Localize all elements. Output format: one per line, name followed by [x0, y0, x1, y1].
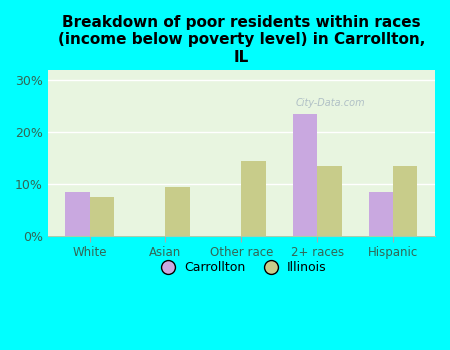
Bar: [166, 187, 190, 236]
Bar: [90, 197, 114, 236]
Bar: [241, 161, 266, 236]
Title: Breakdown of poor residents within races
(income below poverty level) in Carroll: Breakdown of poor residents within races…: [58, 15, 425, 65]
Bar: [317, 166, 342, 236]
Bar: [65, 192, 90, 236]
Bar: [293, 114, 317, 236]
Legend: Carrollton, Illinois: Carrollton, Illinois: [151, 257, 332, 279]
Text: City-Data.com: City-Data.com: [296, 98, 365, 108]
Bar: [369, 192, 393, 236]
Bar: [393, 166, 418, 236]
